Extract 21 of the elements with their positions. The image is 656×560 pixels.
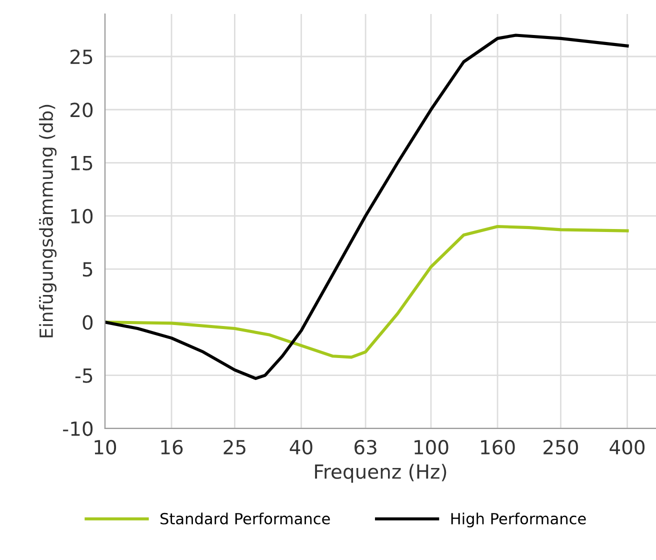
legend-label: High Performance <box>451 512 586 528</box>
x-tick-label: 25 <box>224 440 246 455</box>
x-tick-label: 400 <box>610 440 645 455</box>
y-tick-label: 25 <box>70 49 92 64</box>
x-tick-label: 160 <box>481 440 515 455</box>
x-tick-label: 63 <box>354 440 376 455</box>
x-tick-label: 40 <box>290 440 312 455</box>
legend-label: Standard Performance <box>160 512 330 524</box>
x-tick-label: 100 <box>414 440 448 455</box>
y-tick-label: 15 <box>71 156 92 170</box>
x-tick-label: 250 <box>544 440 578 455</box>
y-tick-label: 5 <box>82 262 92 277</box>
y-tick-label: 10 <box>71 208 93 224</box>
y-tick-label: 0 <box>82 315 93 330</box>
y-tick-label: -10 <box>63 421 93 436</box>
y-tick-label: -5 <box>75 368 92 383</box>
y-axis-title: Einfügungsdämmung (db) <box>39 104 57 338</box>
x-tick-label: 16 <box>161 440 183 455</box>
x-tick-label: 10 <box>94 440 116 455</box>
y-tick-label: 20 <box>70 102 93 118</box>
x-axis-title: Frequenz (Hz) <box>315 464 446 483</box>
